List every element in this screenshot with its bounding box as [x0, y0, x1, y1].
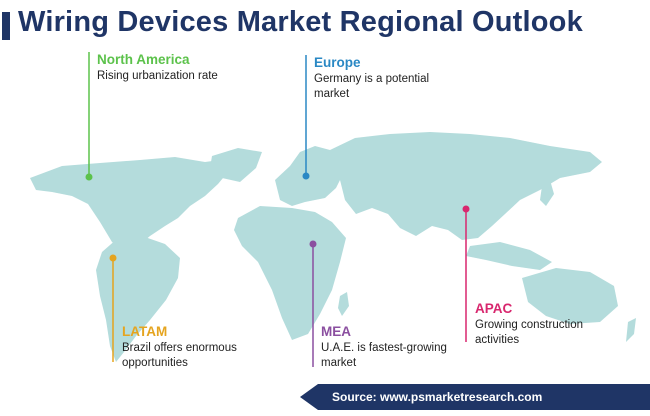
title-accent-bar: [2, 12, 10, 40]
region-desc-mea: U.A.E. is fastest-growing market: [321, 341, 447, 371]
region-desc-line: market: [314, 88, 350, 100]
callout-north-america: North America Rising urbanization rate: [97, 52, 218, 84]
region-name-mea: MEA: [321, 324, 351, 339]
region-name-north-america: North America: [97, 52, 190, 67]
callout-mea: MEA U.A.E. is fastest-growing market: [321, 324, 447, 371]
region-name-apac: APAC: [475, 301, 513, 316]
region-desc-line: opportunities: [122, 357, 188, 369]
mea-marker: [309, 240, 317, 248]
region-desc-line: U.A.E. is fastest-growing: [321, 342, 447, 354]
callout-europe: Europe Germany is a potential market: [314, 55, 429, 102]
madagascar-landmass: [338, 292, 349, 316]
europe-landmass: [275, 146, 345, 206]
region-desc-line: activities: [475, 334, 520, 346]
source-text: Source: www.psmarketresearch.com: [332, 390, 543, 404]
africa-landmass: [234, 206, 346, 340]
region-desc-europe: Germany is a potential market: [314, 72, 429, 102]
asia-landmass: [330, 132, 602, 240]
callout-latam: LATAM Brazil offers enormous opportuniti…: [122, 324, 237, 371]
continents: [30, 132, 636, 362]
region-desc-line: Germany is a potential: [314, 73, 430, 85]
north-america-marker: [85, 173, 93, 181]
latam-marker: [109, 254, 117, 262]
region-desc-line: Growing construction: [475, 319, 584, 331]
apac-marker: [462, 205, 470, 213]
australia-landmass: [522, 268, 618, 324]
europe-marker: [302, 172, 310, 180]
source-band: [318, 384, 650, 410]
region-desc-line: Brazil offers enormous: [122, 342, 237, 354]
japan-landmass: [540, 180, 554, 206]
region-desc-line: Rising urbanization rate: [97, 70, 218, 82]
page-title: Wiring Devices Market Regional Outlook: [18, 6, 583, 38]
greenland-landmass: [210, 148, 262, 182]
southeast-asia-islands: [466, 242, 552, 270]
region-desc-latam: Brazil offers enormous opportunities: [122, 341, 237, 371]
north-america-landmass: [30, 157, 228, 250]
south-america-landmass: [96, 236, 180, 362]
region-desc-apac: Growing construction activities: [475, 318, 583, 348]
region-name-europe: Europe: [314, 55, 361, 70]
new-zealand-landmass: [626, 318, 636, 342]
region-desc-line: market: [321, 357, 357, 369]
region-name-latam: LATAM: [122, 324, 168, 339]
region-desc-north-america: Rising urbanization rate: [97, 69, 218, 84]
source-band-arrow: [300, 384, 318, 410]
callout-apac: APAC Growing construction activities: [475, 301, 583, 348]
